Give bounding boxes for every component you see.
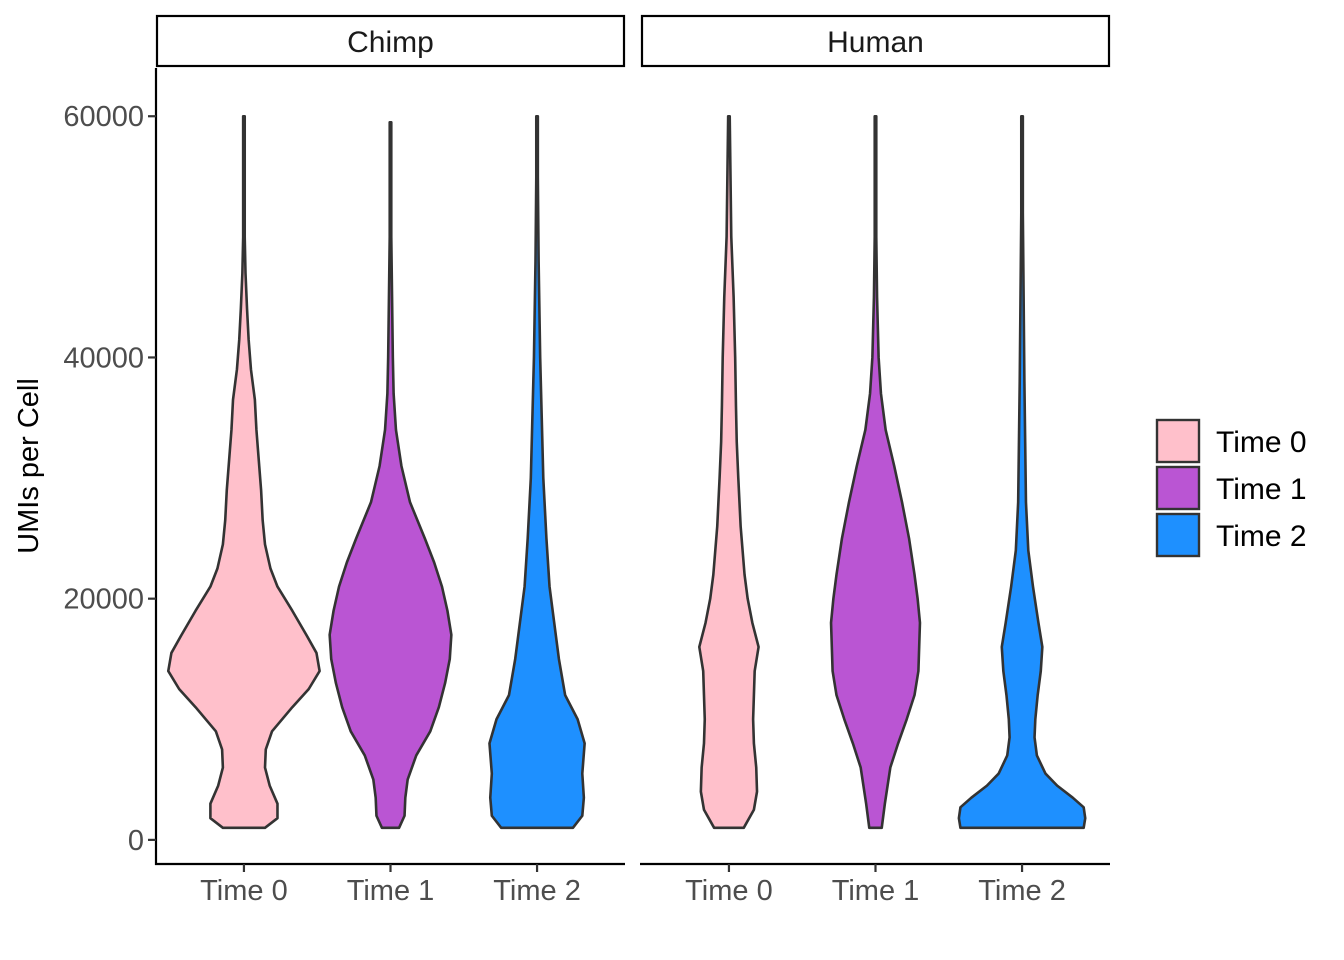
violin-human-time-1 — [829, 114, 922, 830]
x-tick-label-human-time-2: Time 2 — [978, 875, 1066, 907]
y-tick-label-0: 0 — [128, 825, 144, 857]
x-tick-label-chimp-time-1: Time 1 — [347, 875, 435, 907]
violin-chimp-time-2 — [488, 114, 586, 830]
facet-strip-chimp — [155, 14, 626, 68]
y-tick-label-40000: 40000 — [63, 342, 144, 374]
facet-label-chimp: Chimp — [347, 26, 434, 59]
facet-strips: Chimp Human — [155, 14, 1111, 68]
legend-key-time-1 — [1155, 465, 1201, 511]
facet-strip-human — [640, 14, 1111, 68]
legend-key-time-0 — [1155, 418, 1201, 464]
violin-chimp-time-1 — [328, 120, 453, 830]
violin-human-time-0 — [698, 114, 760, 830]
legend-label-time-0: Time 0 — [1216, 426, 1307, 459]
legend-label-time-1: Time 1 — [1216, 473, 1307, 506]
y-tick-label-60000: 60000 — [63, 101, 144, 133]
violin-chimp-time-0 — [166, 114, 321, 830]
x-tick-label-human-time-1: Time 1 — [832, 875, 920, 907]
x-tick-label-chimp-time-0: Time 0 — [200, 875, 288, 907]
violin-human-time-2 — [957, 114, 1087, 830]
violins-layer — [166, 114, 1087, 830]
x-tick-label-chimp-time-2: Time 2 — [493, 875, 581, 907]
legend: Time 0 Time 1 Time 2 — [1155, 418, 1307, 558]
y-axis-title: UMIs per Cell — [13, 378, 45, 554]
y-tick-label-20000: 20000 — [63, 584, 144, 616]
legend-key-time-2 — [1155, 512, 1201, 558]
facet-label-human: Human — [827, 26, 924, 59]
x-tick-label-human-time-0: Time 0 — [685, 875, 773, 907]
axes-layer: 0 20000 40000 60000 UMIs per Cell Time 0 Time … — [13, 68, 1110, 907]
legend-label-time-2: Time 2 — [1216, 520, 1307, 553]
